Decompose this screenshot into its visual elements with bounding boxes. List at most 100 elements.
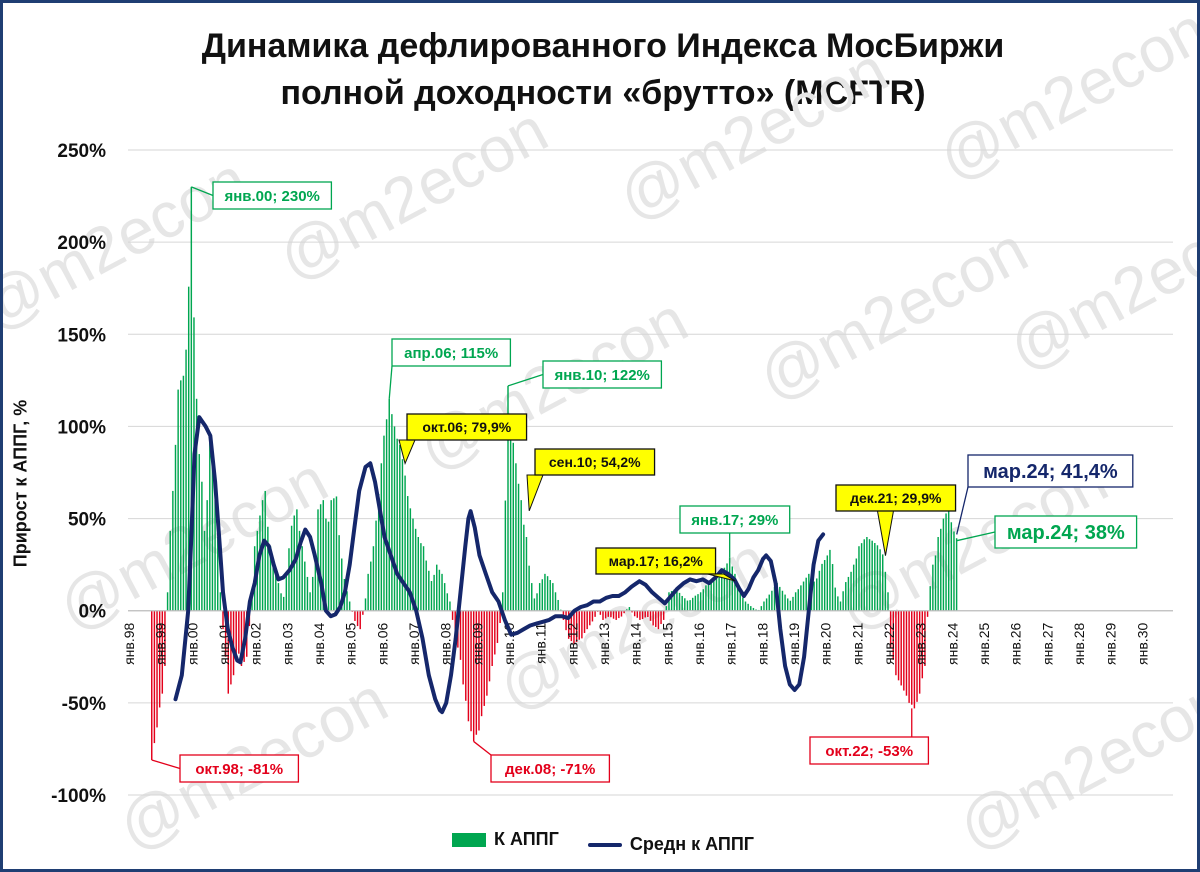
- bar-216: [721, 571, 723, 611]
- bar-273: [871, 540, 873, 611]
- bar-256: [826, 555, 829, 611]
- legend-item-line: Средн к АППГ: [587, 834, 754, 855]
- bar-108: [436, 564, 438, 611]
- legend-label-line: Средн к АППГ: [629, 834, 754, 854]
- bars-series: [151, 186, 958, 760]
- bar-56: [298, 530, 301, 611]
- bar-65: [322, 500, 325, 611]
- bar-259: [834, 587, 836, 611]
- bar-233: [765, 598, 768, 611]
- bar-38: [251, 592, 253, 611]
- annotation-box-11: [490, 754, 611, 783]
- bar-89: [385, 419, 388, 611]
- bar-106: [430, 581, 433, 611]
- bar-121: [470, 610, 472, 732]
- bar-222: [736, 586, 739, 611]
- x-tick-label-27: янв.25: [976, 623, 992, 665]
- bar-211: [707, 582, 710, 611]
- bar-69: [333, 498, 335, 611]
- x-tick-label-1: янв.99: [153, 623, 169, 665]
- bar-44: [267, 526, 269, 611]
- bar-145: [533, 598, 536, 611]
- bar-141: [523, 524, 525, 611]
- bar-72: [341, 558, 343, 611]
- bar-67: [327, 521, 330, 611]
- bar-105: [428, 570, 430, 611]
- x-tick-label-16: янв.14: [628, 623, 644, 665]
- bar-144: [531, 583, 533, 611]
- bar-62: [314, 555, 317, 611]
- bar-238: [779, 586, 781, 611]
- bar-52: [288, 548, 290, 611]
- bar-225: [744, 601, 747, 611]
- x-tick-label-24: янв.22: [881, 623, 897, 665]
- bar-81: [364, 598, 367, 611]
- x-tick-label-31: янв.29: [1103, 623, 1119, 665]
- bar-180: [626, 609, 628, 611]
- bar-210: [705, 585, 707, 611]
- bar-113: [449, 601, 451, 611]
- bar-137: [512, 442, 515, 611]
- bar-243: [792, 596, 794, 611]
- bar-75: [348, 601, 351, 611]
- bar-85: [375, 520, 377, 611]
- bar-299: [940, 528, 942, 611]
- bar-87: [380, 463, 383, 611]
- y-tick-label-6: 200%: [57, 233, 106, 254]
- annotation-leader-8: [956, 486, 969, 535]
- annotation-11: дек.08; -71%: [473, 741, 611, 783]
- y-tick-label-2: 0%: [79, 602, 107, 623]
- plot-area: @m2econ @m2econ @m2econ @m2econ@m2econ@m2ec…: [3, 3, 1197, 864]
- bar-80: [362, 610, 364, 615]
- bar-104: [425, 560, 427, 611]
- x-tick-label-9: янв.07: [406, 623, 422, 665]
- bar-244: [794, 592, 797, 611]
- bar-167: [591, 610, 594, 622]
- bar-199: [676, 588, 678, 611]
- bar-127: [486, 610, 488, 696]
- bar-266: [852, 564, 855, 611]
- bar-235: [771, 590, 773, 611]
- bar-265: [850, 571, 852, 611]
- annotation-4: сен.10; 54,2%: [526, 448, 656, 512]
- bar-15: [190, 186, 193, 611]
- bar-293: [924, 610, 926, 666]
- x-tick-label-30: янв.28: [1071, 623, 1087, 665]
- bar-45: [269, 546, 272, 611]
- x-tick-label-20: янв.18: [754, 623, 770, 665]
- x-tick-label-10: янв.08: [438, 623, 454, 665]
- bar-74: [346, 591, 348, 611]
- bar-218: [726, 563, 728, 611]
- bar-275: [876, 545, 879, 611]
- legend: К АППГ Средн к АППГ: [3, 829, 1200, 855]
- x-tick-label-26: янв.24: [944, 623, 960, 665]
- annotation-12: окт.22; -53%: [809, 708, 930, 765]
- bar-220: [731, 566, 734, 611]
- bar-175: [612, 610, 615, 619]
- bar-66: [325, 518, 327, 611]
- bar-46: [272, 561, 274, 611]
- bar-186: [641, 610, 644, 620]
- x-tick-label-15: янв.13: [596, 623, 612, 665]
- bar-182: [631, 610, 633, 613]
- bar-148: [541, 579, 544, 611]
- bar-140: [520, 500, 522, 611]
- bar-208: [699, 592, 702, 611]
- annotation-label-2: янв.10; 122%: [554, 367, 649, 384]
- bar-193: [660, 610, 662, 625]
- bar-160: [573, 610, 575, 644]
- bar-184: [636, 610, 639, 618]
- bar-58: [304, 561, 306, 611]
- bar-7: [169, 530, 171, 611]
- bar-229: [755, 609, 757, 611]
- bar-110: [441, 573, 443, 611]
- bar-134: [504, 500, 507, 611]
- bar-200: [678, 592, 681, 611]
- bar-128: [488, 610, 491, 682]
- bar-251: [813, 581, 815, 611]
- bar-291: [918, 610, 921, 694]
- bar-61: [311, 576, 314, 611]
- bar-13: [185, 349, 187, 611]
- bar-248: [805, 577, 807, 611]
- bar-234: [768, 594, 770, 611]
